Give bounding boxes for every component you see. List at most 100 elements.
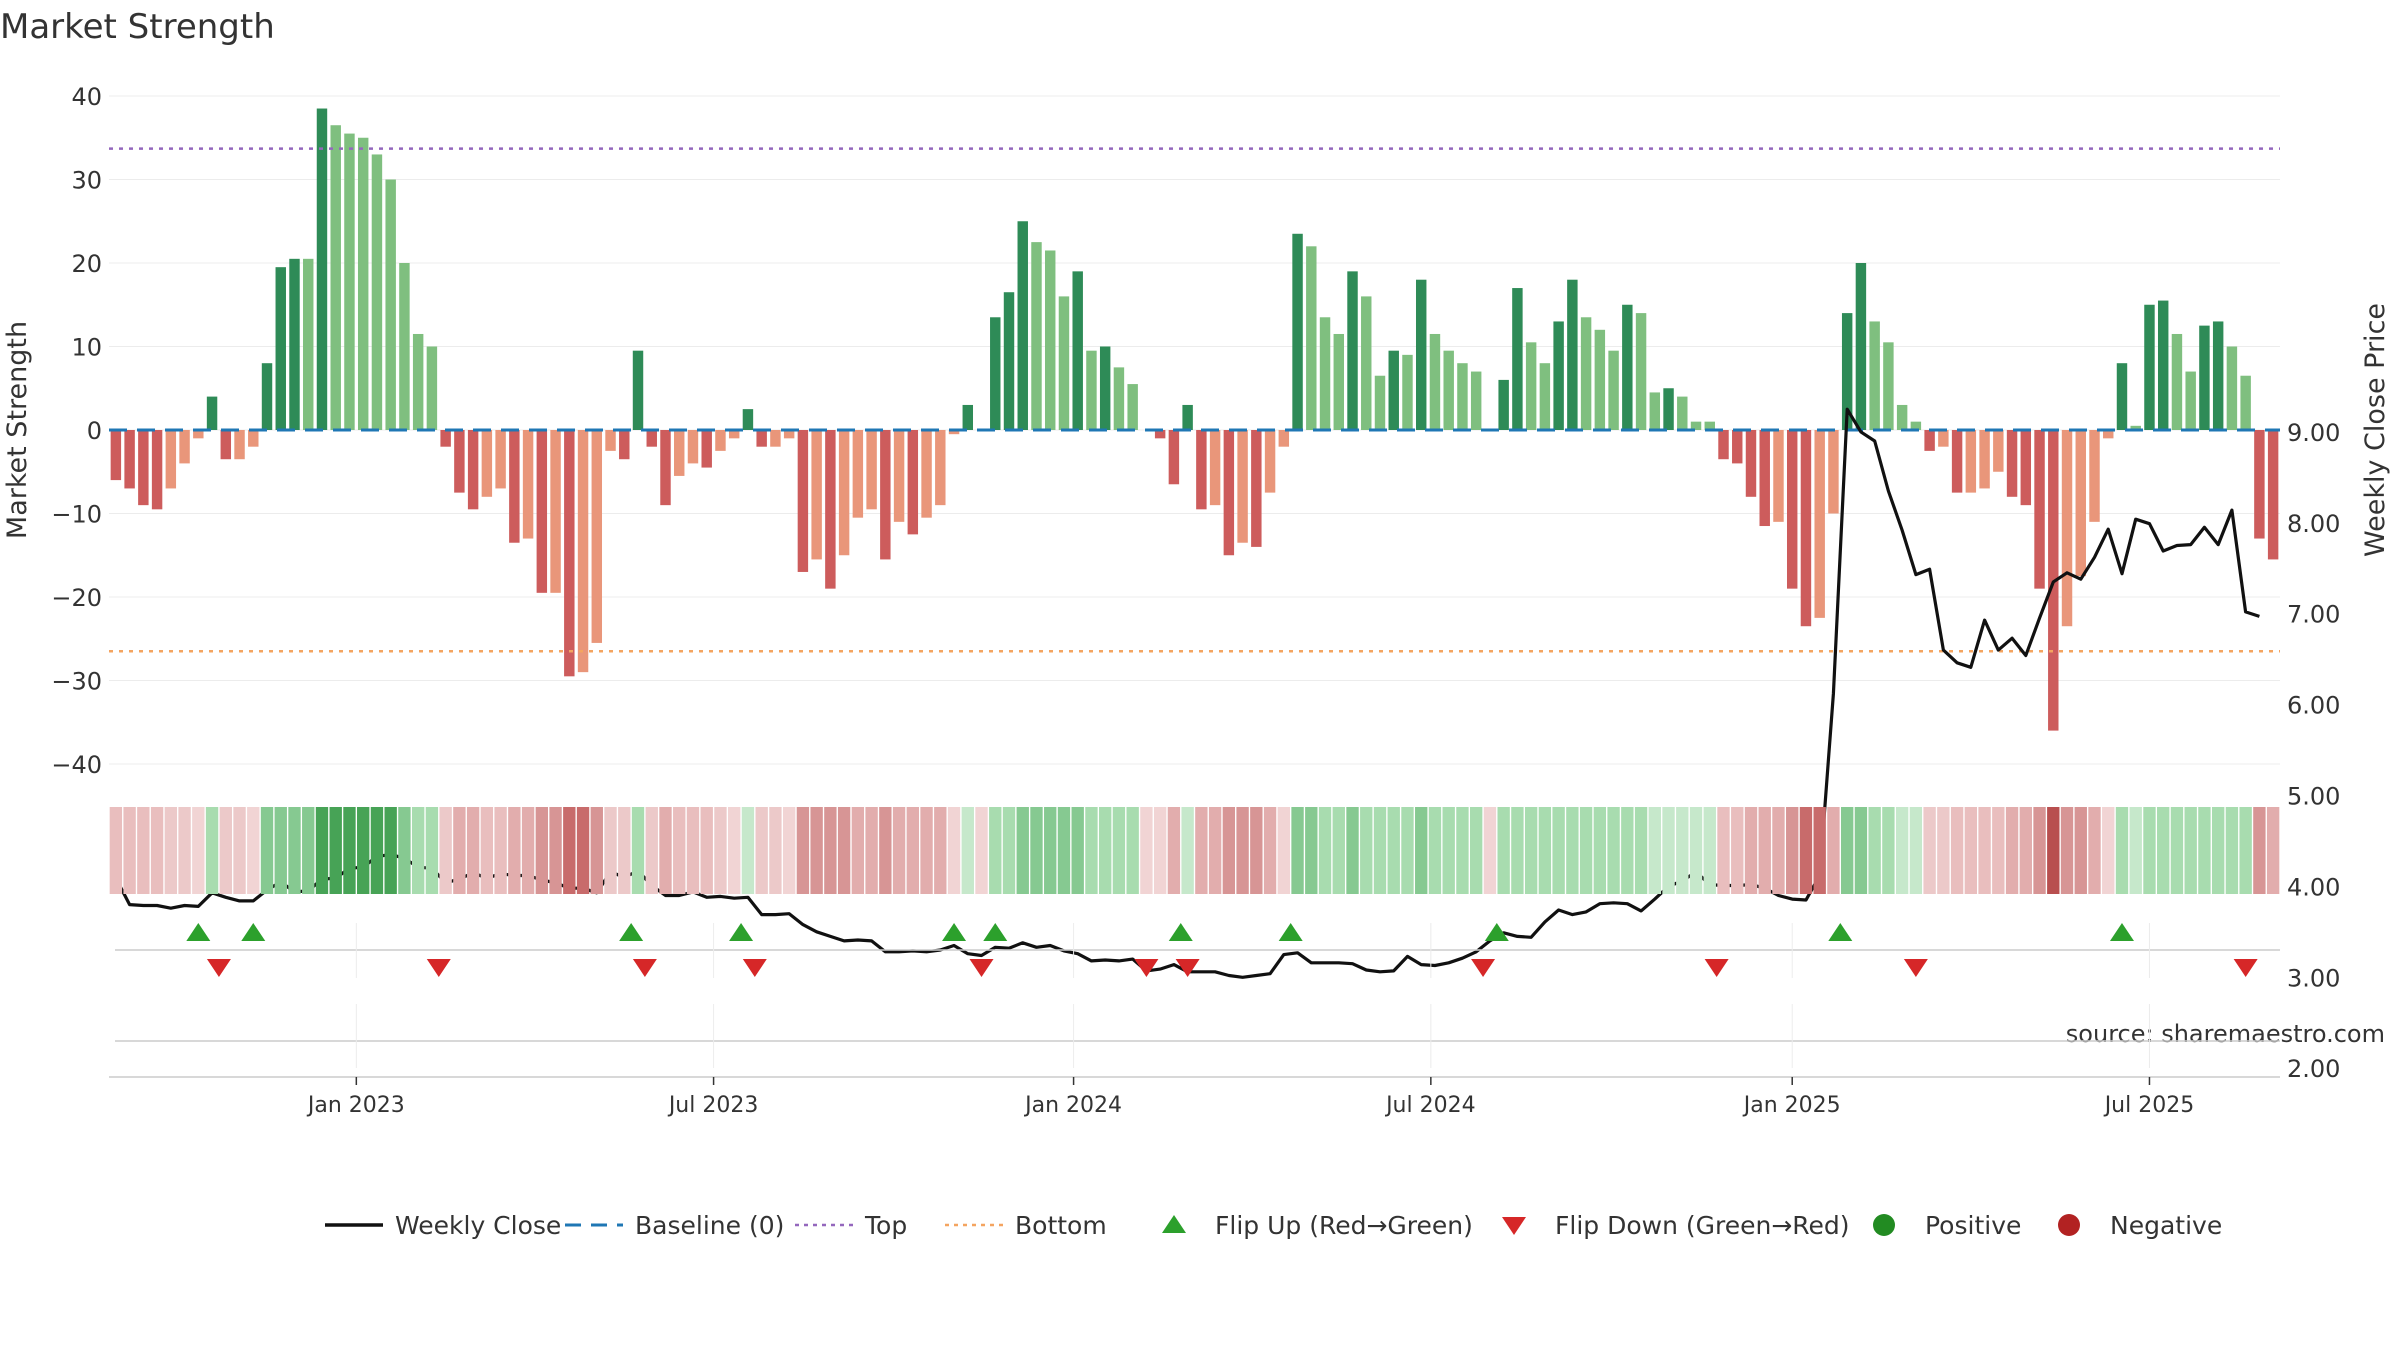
heat-cell <box>1744 807 1758 894</box>
y-tick-label: −20 <box>51 584 102 612</box>
legend-label: Bottom <box>1015 1211 1107 1240</box>
strength-bar <box>907 430 919 535</box>
strength-bar <box>1058 296 1070 430</box>
heat-cell <box>343 807 356 894</box>
strength-bar <box>454 430 465 493</box>
strength-bar <box>536 430 548 593</box>
heat-cell <box>494 807 507 894</box>
heat-cell <box>1511 807 1524 894</box>
heat-cell <box>563 807 576 894</box>
strength-bar <box>838 430 850 556</box>
heat-cell <box>947 807 961 894</box>
heat-cell <box>1552 807 1565 894</box>
heat-cell <box>1992 807 2005 894</box>
strength-bar <box>275 267 286 430</box>
strength-bar <box>1319 317 1331 430</box>
strength-bar <box>1910 421 1922 430</box>
strength-bar <box>1786 430 1798 589</box>
heat-cell <box>1566 807 1579 894</box>
heat-cell <box>1813 807 1826 894</box>
heat-cell <box>906 807 920 894</box>
heat-cell <box>892 807 906 894</box>
legend-swatch <box>1162 1215 1186 1233</box>
heat-cell <box>631 807 645 894</box>
y2-tick-label: 6.00 <box>2287 692 2340 720</box>
heat-cell <box>1044 807 1057 894</box>
heat-cell <box>1648 807 1661 894</box>
heat-cell <box>1415 807 1428 894</box>
heat-cell <box>1950 807 1964 894</box>
flip-down-marker <box>1134 959 1159 977</box>
heat-cell <box>398 807 411 894</box>
strength-bar <box>1979 430 1990 489</box>
strength-bar <box>701 430 712 468</box>
heat-cell <box>659 807 672 894</box>
flip-down-marker <box>1175 959 1200 977</box>
heat-cell <box>1456 807 1469 894</box>
heat-cell <box>1332 807 1345 894</box>
strength-bar <box>591 430 603 643</box>
heat-cell <box>1469 807 1483 894</box>
strength-bar <box>1072 271 1083 430</box>
heat-cell <box>2074 807 2087 894</box>
strength-bar <box>179 430 190 464</box>
strength-bar <box>1663 388 1674 430</box>
strength-bar <box>687 430 699 464</box>
y-tick-label: −10 <box>51 501 102 529</box>
heat-cell <box>1634 807 1648 894</box>
heat-cell <box>1263 807 1277 894</box>
x-tick-label: Jan 2024 <box>1023 1093 1122 1118</box>
strength-bar <box>1415 279 1427 430</box>
strength-bar <box>728 430 740 439</box>
strength-bar <box>1223 430 1235 556</box>
heat-cell <box>686 807 700 894</box>
y2-tick-label: 3.00 <box>2287 964 2340 992</box>
strength-bar <box>2267 430 2279 560</box>
heat-cell <box>384 807 397 894</box>
strength-bar <box>1828 430 1839 514</box>
y-tick-label: −30 <box>51 668 102 696</box>
strength-bar <box>1388 350 1399 430</box>
strength-bar <box>165 430 177 489</box>
heat-cell <box>1071 807 1084 894</box>
strength-bar <box>2061 430 2073 627</box>
strength-bar <box>2103 430 2114 439</box>
strength-bar <box>797 430 809 572</box>
strength-bar <box>1003 292 1015 430</box>
flip-down-marker <box>1903 959 1928 977</box>
heat-cell <box>1195 807 1208 894</box>
strength-bar <box>1635 313 1647 430</box>
legend-label: Flip Down (Green→Red) <box>1555 1211 1850 1240</box>
heat-cell <box>1208 807 1222 894</box>
strength-bar <box>1251 430 1262 547</box>
heat-cell <box>480 807 494 894</box>
flip-up-marker <box>1828 923 1853 941</box>
strength-bar <box>1841 313 1853 430</box>
heat-cell <box>521 807 535 894</box>
strength-bar <box>1855 263 1867 430</box>
heat-cell <box>2102 807 2115 894</box>
heat-cell <box>714 807 727 894</box>
heat-cell <box>315 807 329 894</box>
legend-item: Baseline (0) <box>565 1211 784 1240</box>
heat-cell <box>219 807 232 894</box>
heat-cell <box>1689 807 1703 894</box>
strength-bar <box>467 430 479 510</box>
flip-up-marker <box>983 923 1008 941</box>
strength-bar <box>619 430 630 460</box>
strength-bar <box>1718 430 1729 460</box>
strength-bar <box>1347 271 1358 430</box>
flip-down-marker <box>1704 959 1729 977</box>
heat-cell <box>233 807 246 894</box>
heat-cell <box>865 807 878 894</box>
heat-cell <box>535 807 549 894</box>
heat-cell <box>1140 807 1153 894</box>
strength-bar <box>1443 350 1454 430</box>
heat-cell <box>728 807 741 894</box>
y-tick-label: 30 <box>71 167 102 195</box>
heat-cell <box>961 807 974 894</box>
heat-cell <box>1607 807 1620 894</box>
strength-bar <box>1127 384 1138 430</box>
flip-down-marker <box>1471 959 1496 977</box>
heat-cell <box>2266 807 2280 894</box>
